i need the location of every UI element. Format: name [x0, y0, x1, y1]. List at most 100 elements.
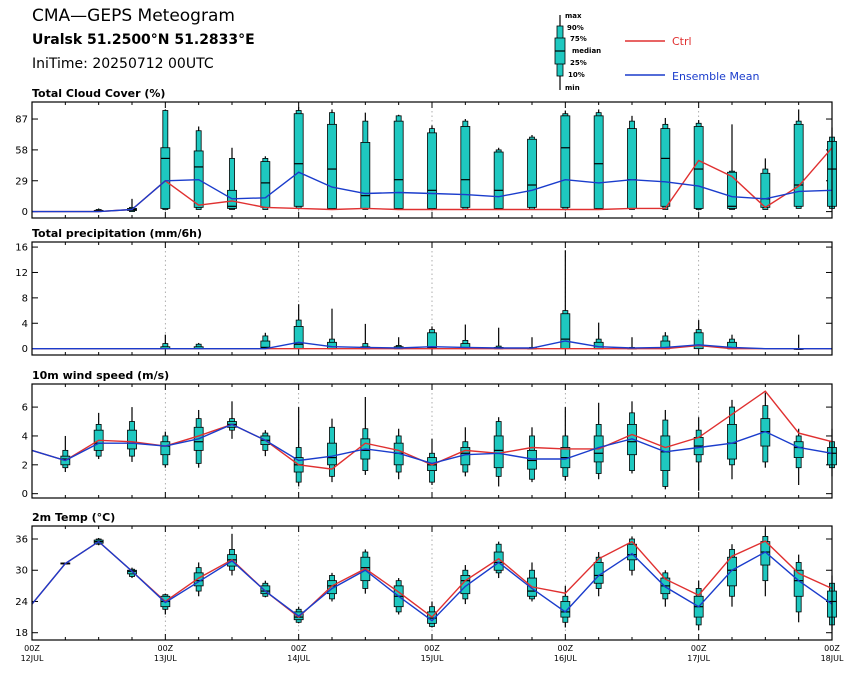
- y-tick-label: 18: [15, 628, 28, 639]
- box-whisker: [60, 435, 71, 473]
- y-tick-label: 29: [15, 176, 28, 187]
- box-whisker: [293, 107, 304, 210]
- y-tick-label: 58: [15, 145, 28, 156]
- panel-title: Total Cloud Cover (%): [32, 87, 165, 100]
- box-whisker: [593, 322, 604, 350]
- x-tick-label-date: 13JUL: [154, 654, 177, 663]
- box-whisker: [160, 334, 171, 350]
- mean-line: [32, 340, 832, 350]
- mean-line: [31, 540, 833, 622]
- legend-box-label: 90%: [567, 24, 584, 32]
- box-25-75: [260, 585, 271, 595]
- box-whisker: [760, 158, 771, 210]
- legend-box-label: 10%: [568, 71, 585, 79]
- mean-line: [31, 423, 833, 465]
- box-whisker: [227, 147, 237, 210]
- box-25-75: [793, 441, 804, 458]
- box-whisker: [627, 337, 637, 350]
- box-25-75: [327, 442, 337, 466]
- box-25-75: [593, 115, 604, 209]
- y-tick-label: 36: [15, 535, 28, 546]
- box-whisker: [660, 117, 671, 210]
- box-whisker: [627, 115, 637, 210]
- box-25-75: [160, 147, 171, 209]
- box-25-75: [293, 113, 304, 207]
- x-tick-label-date: 17JUL: [687, 654, 710, 663]
- box-25-75: [527, 138, 537, 208]
- box-25-75: [693, 332, 704, 350]
- x-tick-label-date: 16JUL: [554, 654, 577, 663]
- panel-1: Total Cloud Cover (%) 0 29 58 87: [15, 87, 837, 219]
- box-10-90: [229, 158, 235, 210]
- box-whisker: [160, 431, 171, 468]
- box-25-75: [293, 326, 304, 350]
- y-tick-label: 30: [15, 566, 28, 577]
- box-25-75: [560, 313, 571, 350]
- box-whisker: [160, 109, 171, 210]
- box-whisker: [527, 427, 537, 483]
- mean-line: [32, 171, 833, 213]
- box-whisker: [760, 528, 771, 597]
- x-tick-label-time: 00Z: [24, 644, 40, 653]
- x-tick-label-date: 14JUL: [287, 654, 310, 663]
- box-25-75: [327, 341, 337, 350]
- x-tick-label-date: 18JUL: [821, 654, 844, 663]
- box-whisker: [627, 536, 637, 576]
- box-whisker: [293, 407, 304, 487]
- box-whisker: [93, 412, 104, 460]
- legend-mean-label: Ensemble Mean: [672, 70, 759, 83]
- legend: max 90% 75% median 25% 10% min Ctrl Ensemble Mea…: [554, 12, 759, 92]
- box-25-75: [660, 435, 671, 471]
- box-whisker: [527, 134, 537, 210]
- y-tick-label: 12: [15, 268, 28, 279]
- location-label: Uralsk 51.2500°N 51.2833°E: [32, 32, 255, 48]
- y-tick-label: 4: [22, 431, 28, 442]
- x-tick-label-time: 00Z: [824, 644, 840, 653]
- box-whisker: [427, 125, 437, 210]
- box-25-75: [393, 120, 404, 209]
- meteogram-title: CMA—GEPS Meteogram: [32, 6, 235, 26]
- box-whisker: [360, 112, 371, 210]
- x-tick-label-time: 00Z: [424, 644, 440, 653]
- box-whisker: [260, 156, 271, 210]
- box-25-75: [793, 123, 804, 207]
- box-whisker: [327, 109, 337, 210]
- box-whisker: [260, 332, 271, 350]
- box-25-75: [327, 123, 337, 209]
- y-tick-label: 16: [15, 243, 28, 254]
- y-tick-label: 2: [22, 460, 28, 471]
- box-whisker: [693, 320, 704, 350]
- legend-ctrl-label: Ctrl: [672, 35, 692, 48]
- panel-title: 2m Temp (°C): [32, 511, 115, 524]
- box-whisker: [660, 332, 671, 350]
- box-25-75: [360, 142, 371, 209]
- panel-2: Total precipitation (mm/6h) 0 4 8 12 16: [15, 227, 833, 356]
- legend-box-label: 25%: [570, 59, 587, 67]
- box-whisker: [627, 401, 637, 474]
- panel-frame: [31, 241, 833, 356]
- y-tick-label: 6: [22, 403, 28, 414]
- x-tick-label-time: 00Z: [157, 644, 173, 653]
- box-whisker: [327, 308, 337, 350]
- box-whisker: [493, 417, 504, 487]
- y-tick-label: 87: [15, 115, 28, 126]
- box-whisker: [793, 554, 804, 623]
- box-whisker: [393, 337, 404, 350]
- x-tick-label-date: 15JUL: [421, 654, 444, 663]
- box-whisker: [360, 323, 371, 350]
- box-whisker: [793, 334, 804, 350]
- box-25-75: [493, 151, 504, 209]
- box-whisker: [360, 396, 371, 475]
- box-whisker: [460, 119, 471, 210]
- box-whisker: [660, 570, 671, 607]
- box-whisker: [393, 114, 404, 210]
- box-whisker: [560, 250, 571, 350]
- box-whisker: [727, 124, 737, 210]
- panel-3: 10m wind speed (m/s) 0 2 4 6: [22, 369, 837, 500]
- box-25-75: [693, 126, 704, 209]
- box-25-75: [760, 172, 771, 208]
- box-whisker: [193, 342, 204, 350]
- box-25-75: [460, 126, 471, 208]
- x-tick-label-time: 00Z: [691, 644, 707, 653]
- box-whisker: [327, 418, 337, 483]
